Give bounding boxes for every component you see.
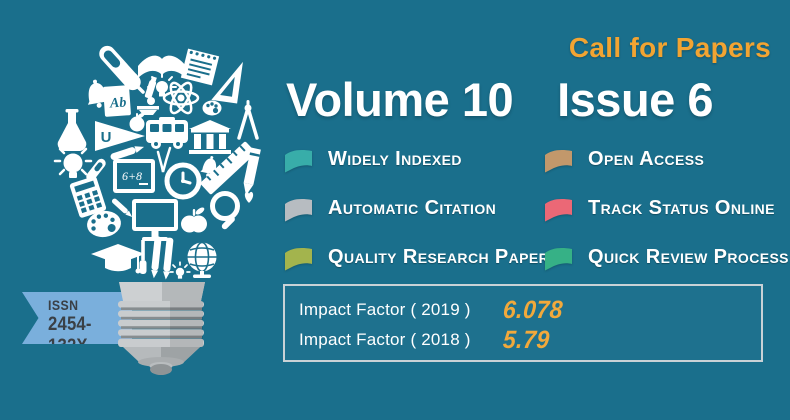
calculator-icon [69,176,107,218]
magnifier-icon [210,191,240,230]
bulb-rays-icon [53,142,93,178]
ab-book-icon: Ab [103,85,131,117]
pen-small-icon [111,198,133,218]
call-for-papers-link[interactable]: Call for Papers [568,32,771,63]
feature-label: Automatic Citation [328,197,497,219]
impact-value: 5.79 [502,325,551,354]
tube-small-icon [86,158,106,182]
flag-icon [285,198,312,221]
pen-icon [110,146,145,161]
feature-item: Track Status Online [542,184,789,233]
issn-ribbon: ISSN 2454-132X [22,292,132,344]
impact-factor-box: Impact Factor ( 2019 ) 6.078 Impact Fact… [283,284,763,362]
impact-label: Impact Factor ( 2018 ) [299,330,471,349]
flag-icon [545,149,572,172]
issn-number: 2454-132X [48,314,92,357]
screwdriver-icon [139,240,147,274]
svg-text:6+8: 6+8 [122,169,142,183]
flag-icon [545,198,572,221]
palette-small-icon [202,100,222,116]
chalkboard-icon: 6+8 [113,159,155,193]
feature-label: Widely Indexed [328,148,462,170]
university-icon [189,120,231,154]
heart-icon [244,191,254,203]
clock-icon [164,162,202,200]
microscope-icon [137,76,159,115]
feature-item: Automatic Citation [282,184,559,233]
graduation-cap-icon [91,244,145,274]
feature-item: Widely Indexed [282,135,559,184]
volume-issue-headline: Volume 10 Issue 6 [286,72,713,127]
feature-label: Quality Research Papers [328,246,559,268]
ruler-icon [200,141,256,195]
feature-item: Quality Research Papers [282,233,559,282]
feature-item: Quick Review Process [542,233,789,282]
svg-text:U: U [101,129,112,146]
atom-icon [162,81,200,115]
issn-label: ISSN [48,297,79,313]
notepad-icon [180,48,220,86]
bulb-tiny-icon [169,261,191,279]
feature-label: Quick Review Process [588,246,789,268]
bell-small-icon [200,156,217,178]
lightbulb-collage: Ab [53,45,261,375]
globe-icon [187,241,217,278]
impact-label: Impact Factor ( 2019 ) [299,300,471,319]
pens-icon [151,236,174,280]
features-column-right: Open Access Track Status Online Quick Re… [542,135,789,282]
pennant-icon: U [95,121,145,151]
features-column-left: Widely Indexed Automatic Citation Qualit… [282,135,559,282]
impact-row: Impact Factor ( 2018 ) 5.79 [299,325,761,355]
palette-icon [87,210,121,238]
volume-text: Volume 10 [286,73,514,126]
flask-icon [57,109,87,151]
flag-icon [285,247,312,270]
monitor-icon [132,199,178,241]
feature-label: Track Status Online [588,197,775,219]
pencil-icon [243,147,261,196]
test-tube-icon [99,45,141,91]
issue-text: Issue 6 [557,73,713,126]
feature-item: Open Access [542,135,789,184]
compass-icon [237,100,259,140]
school-bus-icon [146,117,188,149]
set-square-icon [211,61,243,104]
impact-row: Impact Factor ( 2019 ) 6.078 [299,295,761,325]
impact-value: 6.078 [502,295,564,324]
apple-small-icon [129,112,145,132]
flag-icon [285,149,312,172]
bell-icon [87,79,110,108]
flag-icon [545,247,572,270]
apple-icon [181,207,207,233]
open-book-icon [138,55,186,78]
svg-text:Ab: Ab [108,95,126,111]
magnifier-small-icon [123,72,145,94]
feature-label: Open Access [588,148,705,170]
bulb-small-icon [147,72,177,97]
checkmark-icon [156,146,172,173]
